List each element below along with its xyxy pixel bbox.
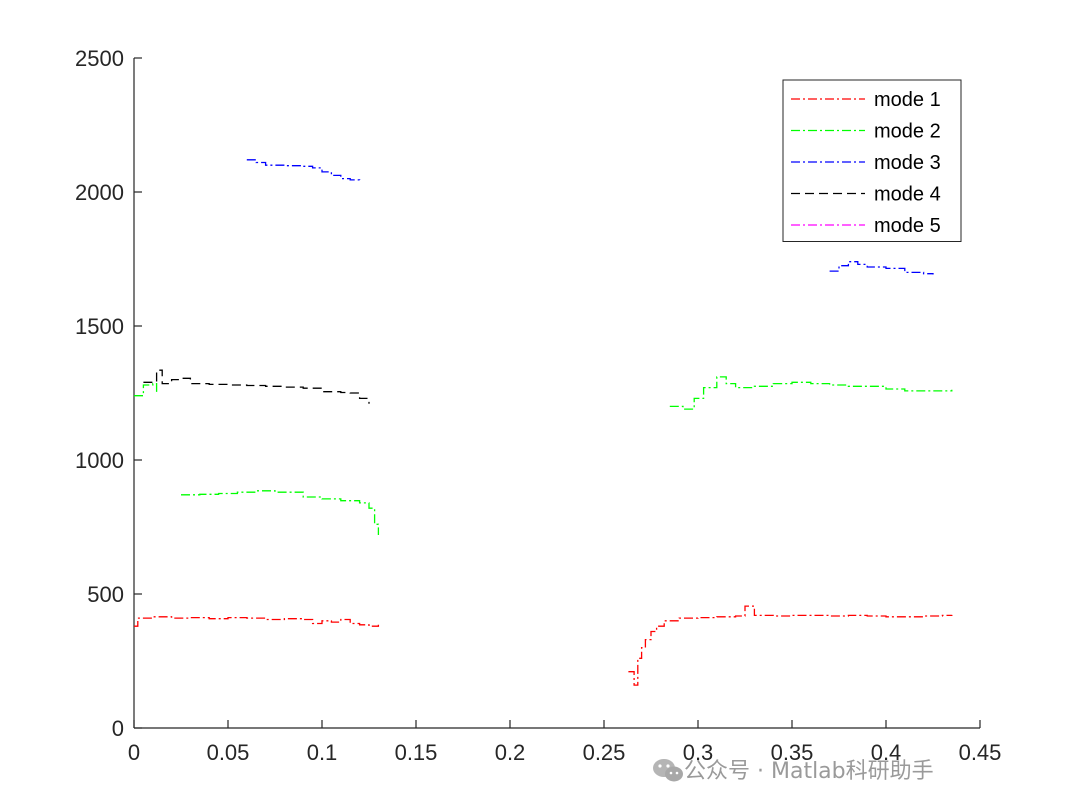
x-axis: 0 0.05 0.1 0.15 0.2 0.25 0.3 0.35 0.4 0.45 xyxy=(128,720,1002,765)
legend-label: mode 5 xyxy=(874,215,941,237)
y-tick-label: 500 xyxy=(87,582,124,607)
y-tick-label: 2000 xyxy=(75,180,124,205)
series-line-mode-2 xyxy=(669,376,953,410)
x-tick-label: 0.3 xyxy=(683,740,714,765)
y-tick-label: 1000 xyxy=(75,448,124,473)
series-lines xyxy=(134,159,953,686)
x-tick-label: 0.45 xyxy=(959,740,1002,765)
legend-box xyxy=(782,79,962,242)
series-line-mode-1 xyxy=(134,616,380,627)
series-line-mode-3 xyxy=(829,261,934,275)
y-axis: 0 500 1000 1500 2000 2500 xyxy=(75,46,142,741)
x-tick-label: 0.15 xyxy=(395,740,438,765)
x-tick-label: 0.2 xyxy=(495,740,526,765)
x-tick-label: 0.4 xyxy=(871,740,902,765)
x-tick-label: 0 xyxy=(128,740,140,765)
legend-label: mode 4 xyxy=(874,184,941,206)
x-tick-label: 0.05 xyxy=(207,740,250,765)
legend: mode 1 mode 2 mode 3 mode 4 mode 5 xyxy=(782,79,962,242)
y-tick-label: 1500 xyxy=(75,314,124,339)
series-line-mode-4 xyxy=(143,369,370,404)
watermark-text: 公众号 · Matlab科研助手 xyxy=(684,759,934,784)
legend-label: mode 1 xyxy=(874,89,941,111)
series-line-mode-3 xyxy=(246,159,361,183)
legend-label: mode 3 xyxy=(874,152,941,174)
wechat-icon xyxy=(653,759,683,782)
series-line-mode-2 xyxy=(134,382,158,397)
x-tick-label: 0.25 xyxy=(583,740,626,765)
watermark: 公众号 · Matlab科研助手 xyxy=(653,759,934,784)
x-tick-label: 0.35 xyxy=(771,740,814,765)
legend-label: mode 2 xyxy=(874,121,941,143)
x-tick-label: 0.1 xyxy=(307,740,338,765)
series-line-mode-1 xyxy=(628,605,953,686)
series-line-mode-2 xyxy=(181,490,380,535)
y-tick-label: 2500 xyxy=(75,46,124,71)
y-tick-label: 0 xyxy=(112,716,124,741)
